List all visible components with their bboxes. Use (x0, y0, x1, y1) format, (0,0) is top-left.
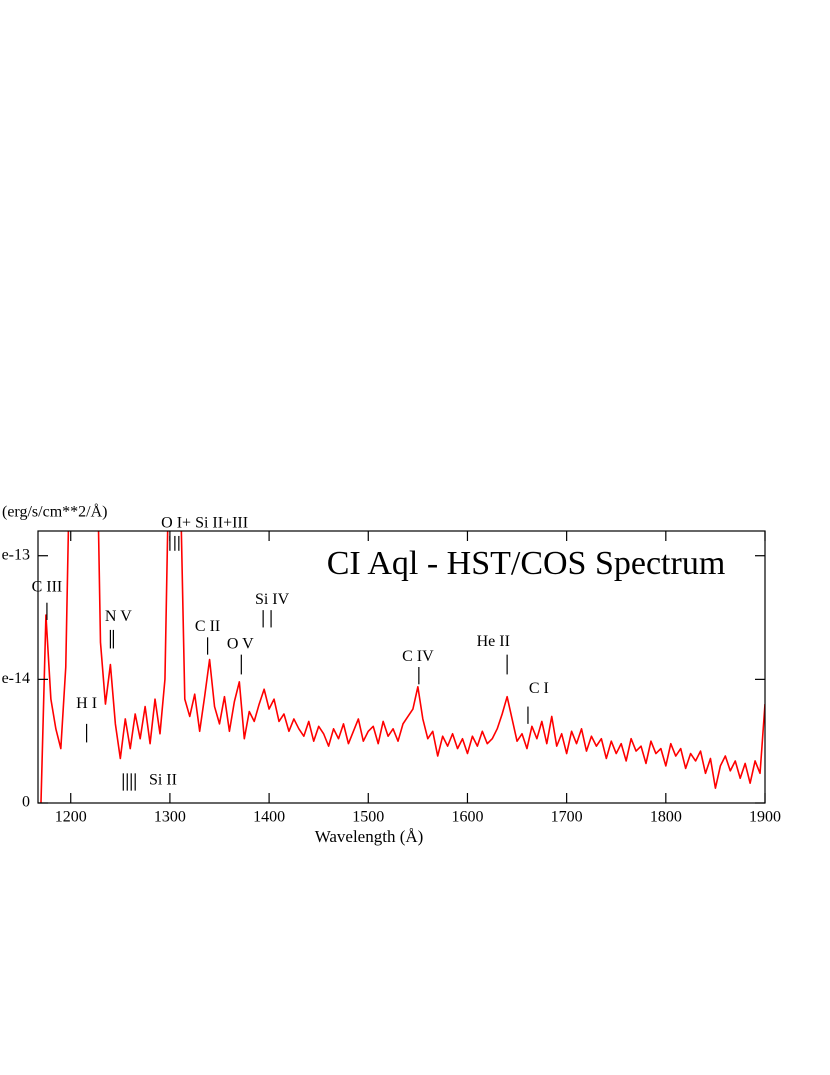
line-label: O V (227, 635, 254, 652)
y-tick-label: e-14 (2, 670, 30, 687)
x-axis-label: Wavelength (Å) (315, 827, 424, 846)
x-tick-label: 1900 (749, 809, 781, 826)
x-tick-label: 1500 (352, 809, 384, 826)
line-label: He II (477, 633, 510, 650)
spectrum-line (40, 531, 765, 803)
line-label: C II (195, 618, 220, 635)
x-tick-label: 1800 (650, 809, 682, 826)
x-tick-label: 1400 (253, 809, 285, 826)
x-tick-label: 1600 (451, 809, 483, 826)
line-label: C IV (402, 648, 434, 665)
plot-frame (37, 530, 766, 804)
y-tick-label: 0 (22, 794, 30, 811)
line-label: O I+ Si II+III (161, 514, 248, 531)
line-label: C I (529, 680, 549, 697)
x-tick-label: 1700 (551, 809, 583, 826)
line-label: Si II (149, 771, 177, 788)
y-axis-label: (erg/s/cm**2/Å) (2, 503, 107, 521)
line-label: C III (32, 579, 63, 596)
chart-title: CI Aql - HST/COS Spectrum (327, 545, 726, 582)
line-label: Si IV (255, 591, 290, 608)
line-label: N V (105, 608, 132, 625)
y-tick-label: e-13 (2, 546, 30, 563)
line-label: H I (76, 695, 97, 712)
x-tick-label: 1300 (154, 809, 186, 826)
plot-area (40, 531, 765, 803)
x-tick-label: 1200 (55, 809, 87, 826)
